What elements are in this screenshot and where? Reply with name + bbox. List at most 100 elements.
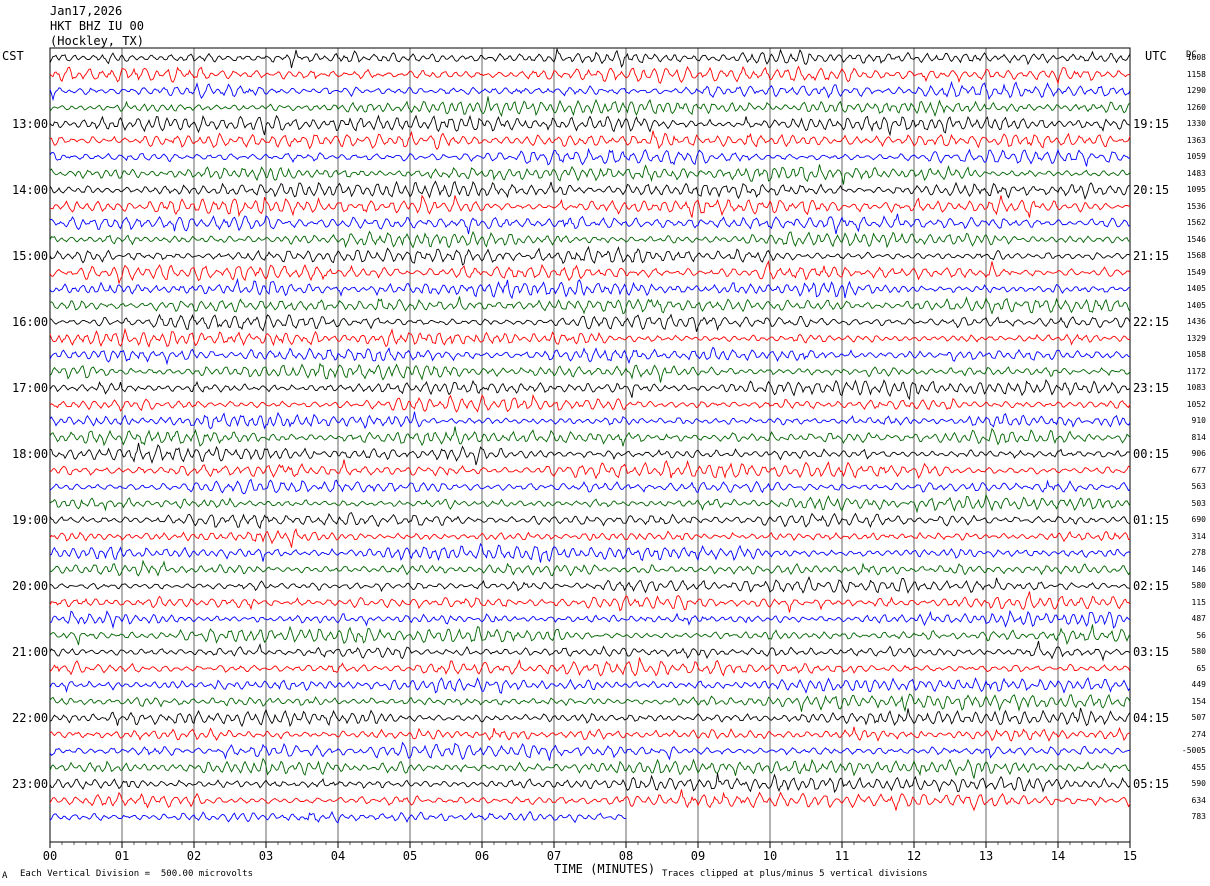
trace-42 bbox=[49, 726, 1131, 742]
trace-25 bbox=[49, 442, 1131, 466]
right-hour-label: 01:15 bbox=[1133, 513, 1170, 527]
left-hour-label: 22:00 bbox=[12, 711, 49, 725]
trace-9 bbox=[49, 180, 1131, 200]
trace-18 bbox=[49, 327, 1131, 348]
x-tick-label: 08 bbox=[619, 849, 633, 863]
dc-offset-value: 677 bbox=[1191, 465, 1206, 475]
trace-15 bbox=[49, 277, 1131, 300]
dc-offset-value: 1329 bbox=[1186, 333, 1206, 343]
dc-offset-value: 690 bbox=[1191, 515, 1206, 524]
dc-offset-value: 1363 bbox=[1186, 135, 1206, 145]
x-tick-label: 02 bbox=[187, 849, 201, 863]
trace-5 bbox=[49, 114, 1131, 137]
right-hour-label: 23:15 bbox=[1133, 381, 1170, 395]
left-hour-label: 23:00 bbox=[12, 777, 49, 791]
left-hour-label: 18:00 bbox=[12, 447, 49, 461]
dc-offset-value: 487 bbox=[1191, 614, 1206, 623]
right-hour-label: 04:15 bbox=[1133, 711, 1170, 725]
dc-offset-value: 1330 bbox=[1186, 119, 1206, 128]
scale-note: Each Vertical Division = 500.00 microvol… bbox=[20, 869, 253, 879]
dc-offset-value: 314 bbox=[1191, 531, 1206, 541]
x-tick-label: 06 bbox=[475, 849, 489, 863]
trace-29 bbox=[49, 512, 1130, 530]
dc-offset-value: 1095 bbox=[1186, 185, 1206, 194]
trace-32 bbox=[49, 559, 1131, 577]
dc-offset-value: 563 bbox=[1191, 482, 1206, 491]
dc-offset-value: 503 bbox=[1191, 498, 1206, 508]
clip-note: Traces clipped at plus/minus 5 vertical … bbox=[662, 869, 928, 879]
dc-offset-value: 56 bbox=[1196, 630, 1206, 640]
trace-21 bbox=[49, 379, 1131, 401]
dc-offset-value: 146 bbox=[1191, 564, 1206, 574]
trace-12 bbox=[49, 230, 1131, 249]
dc-offset-value: 1058 bbox=[1186, 350, 1206, 359]
right-timezone-label: UTC bbox=[1145, 49, 1167, 63]
dc-offset-value: 1568 bbox=[1186, 251, 1206, 260]
right-hour-label: 05:15 bbox=[1133, 777, 1170, 791]
trace-34 bbox=[49, 591, 1131, 613]
dc-offset-value: 65 bbox=[1196, 663, 1206, 673]
left-hour-label: 14:00 bbox=[12, 183, 49, 197]
dc-offset-value: 1260 bbox=[1186, 102, 1206, 112]
right-hour-label: 22:15 bbox=[1133, 315, 1170, 329]
trace-22 bbox=[49, 393, 1131, 413]
trace-36 bbox=[49, 624, 1131, 646]
trace-6 bbox=[49, 130, 1131, 151]
station-code: HKT BHZ IU 00 bbox=[50, 19, 144, 33]
dc-offset-value: 115 bbox=[1191, 597, 1206, 607]
trace-2 bbox=[49, 65, 1131, 86]
trace-30 bbox=[49, 528, 1131, 548]
dc-offset-value: 1436 bbox=[1186, 317, 1206, 326]
dc-offset-value: -5005 bbox=[1181, 746, 1206, 755]
dc-offset-value: 1536 bbox=[1186, 201, 1206, 211]
trace-3 bbox=[49, 80, 1131, 102]
trace-26 bbox=[49, 459, 1131, 480]
trace-46 bbox=[49, 789, 1131, 812]
trace-27 bbox=[49, 478, 1131, 495]
trace-10 bbox=[49, 194, 1131, 218]
left-hour-label: 13:00 bbox=[12, 117, 49, 131]
trace-13 bbox=[49, 245, 1131, 266]
x-tick-label: 04 bbox=[331, 849, 345, 863]
left-hour-label: 17:00 bbox=[12, 381, 49, 395]
x-tick-label: 14 bbox=[1051, 849, 1065, 863]
x-tick-label: 00 bbox=[43, 849, 57, 863]
dc-offset-value: 507 bbox=[1191, 713, 1206, 722]
trace-35 bbox=[49, 609, 1131, 630]
trace-17 bbox=[49, 313, 1131, 332]
trace-16 bbox=[49, 296, 1131, 315]
corner-mark: A bbox=[2, 871, 8, 881]
trace-38 bbox=[49, 657, 1131, 677]
right-hour-label: 19:15 bbox=[1133, 117, 1170, 131]
dc-offset-value: 1405 bbox=[1186, 300, 1206, 310]
trace-39 bbox=[49, 677, 1131, 694]
dc-offset-value: 1290 bbox=[1186, 86, 1206, 95]
left-hour-label: 21:00 bbox=[12, 645, 49, 659]
trace-14 bbox=[49, 260, 1131, 284]
left-hour-label: 16:00 bbox=[12, 315, 49, 329]
x-tick-label: 13 bbox=[979, 849, 993, 863]
trace-11 bbox=[49, 213, 1131, 235]
dc-offset-value: 1059 bbox=[1186, 152, 1206, 161]
dc-offset-value: 1052 bbox=[1186, 399, 1206, 409]
recording-date: Jan17,2026 bbox=[50, 4, 123, 18]
x-tick-label: 03 bbox=[259, 849, 273, 863]
dc-offset-value: 634 bbox=[1191, 795, 1206, 805]
x-tick-label: 07 bbox=[547, 849, 561, 863]
x-tick-label: 15 bbox=[1123, 849, 1137, 863]
dc-offset-value: 1483 bbox=[1186, 168, 1206, 178]
dc-offset-value: 580 bbox=[1191, 581, 1206, 590]
dc-offset-value: 783 bbox=[1191, 812, 1206, 821]
trace-37 bbox=[49, 640, 1131, 662]
left-hour-label: 19:00 bbox=[12, 513, 49, 527]
x-tick-label: 12 bbox=[907, 849, 921, 863]
left-hour-label: 15:00 bbox=[12, 249, 49, 263]
dc-offset-value: 278 bbox=[1191, 548, 1206, 557]
right-hour-label: 03:15 bbox=[1133, 645, 1170, 659]
dc-offset-value: 1405 bbox=[1186, 284, 1206, 293]
dc-column-label: DC bbox=[1186, 50, 1197, 60]
trace-31 bbox=[49, 542, 1131, 563]
trace-8 bbox=[49, 164, 1131, 185]
right-hour-label: 02:15 bbox=[1133, 579, 1170, 593]
